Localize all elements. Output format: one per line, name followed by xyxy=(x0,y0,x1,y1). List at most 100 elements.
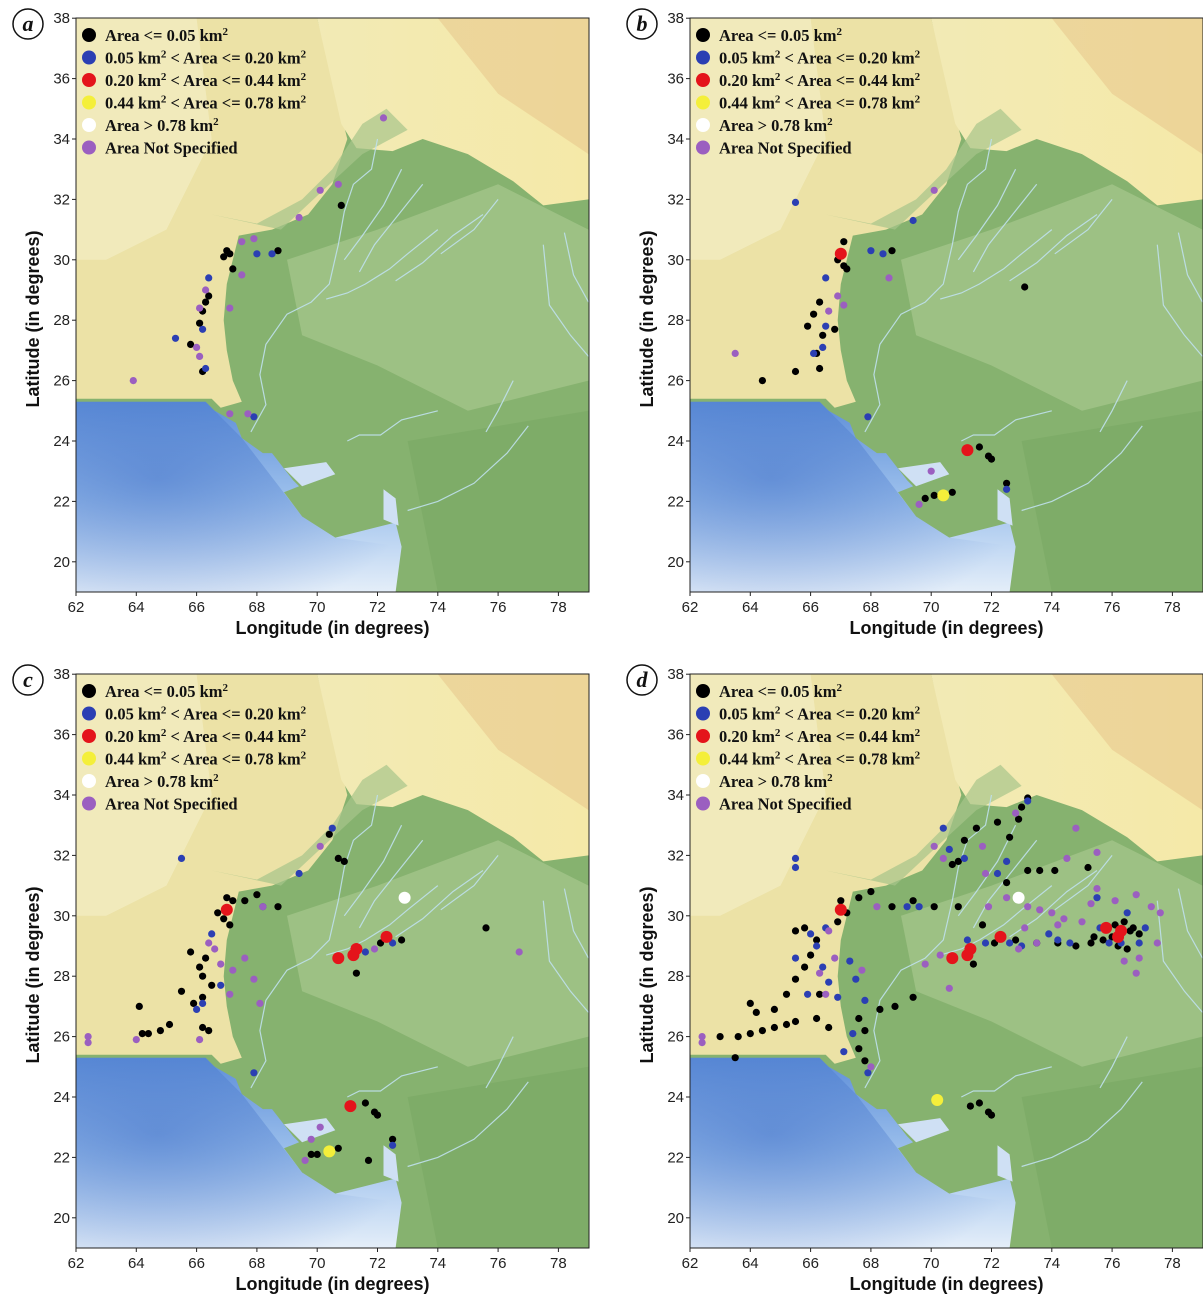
site-point-black xyxy=(352,969,360,977)
river-line xyxy=(542,244,589,357)
site-point-black xyxy=(199,993,207,1001)
foothills xyxy=(825,764,1022,886)
y-tick-label: 36 xyxy=(667,727,684,744)
site-point-black xyxy=(861,1057,869,1065)
site-point-black xyxy=(804,322,812,330)
site-point-black xyxy=(1036,866,1044,875)
y-tick-label: 38 xyxy=(53,10,70,27)
gulf-of-khambhat xyxy=(997,1145,1013,1182)
x-tick-label: 78 xyxy=(1164,1255,1181,1272)
site-point-purple xyxy=(1054,921,1062,929)
site-point-black xyxy=(816,298,824,306)
x-tick-label: 72 xyxy=(369,1255,386,1272)
legend-label: 0.05 km2 < Area <= 0.20 km2 xyxy=(105,705,307,724)
site-point-blue xyxy=(903,903,911,911)
site-point-purple xyxy=(831,954,839,962)
legend-marker xyxy=(696,73,710,87)
site-point-black xyxy=(398,936,406,944)
x-tick-label: 72 xyxy=(983,599,1000,616)
x-tick-label: 78 xyxy=(550,599,567,616)
site-point-black xyxy=(482,924,490,932)
site-point-purple xyxy=(316,1123,324,1131)
gulf-of-kutch xyxy=(284,462,336,487)
site-point-purple xyxy=(921,960,929,968)
x-tick-label: 76 xyxy=(490,1255,507,1272)
site-point-blue xyxy=(791,863,800,872)
river-line xyxy=(343,168,403,261)
y-tick-label: 34 xyxy=(53,787,70,804)
legend-marker xyxy=(696,729,710,743)
legend-label: Area <= 0.05 km2 xyxy=(719,682,843,701)
site-point-black xyxy=(888,903,896,911)
site-point-purple xyxy=(211,945,219,953)
site-point-purple xyxy=(226,304,234,312)
gulf-of-khambhat xyxy=(383,489,399,526)
site-point-blue xyxy=(268,250,276,258)
legend-label: 0.20 km2 < Area <= 0.44 km2 xyxy=(105,71,307,90)
site-point-purple xyxy=(930,842,938,850)
site-point-black xyxy=(226,921,234,929)
y-tick-label: 30 xyxy=(667,252,684,269)
y-tick-label: 20 xyxy=(667,554,684,571)
site-point-black xyxy=(855,894,863,902)
site-point-purple xyxy=(840,301,848,309)
site-points xyxy=(731,186,1029,508)
y-axis-label: Latitude (in degrees) xyxy=(637,230,657,407)
site-point-black xyxy=(716,1033,724,1041)
x-tick-label: 64 xyxy=(742,599,759,616)
site-point-blue xyxy=(864,413,872,421)
site-point-black xyxy=(253,891,261,899)
y-axis-label: Latitude (in degrees) xyxy=(23,886,43,1063)
river-line xyxy=(1054,199,1113,255)
site-point-blue xyxy=(822,322,830,330)
x-tick-label: 78 xyxy=(1164,599,1181,616)
plateau xyxy=(407,410,589,592)
legend: Area <= 0.05 km2 0.05 km2 < Area <= 0.20 … xyxy=(82,682,307,814)
legend-label: Area Not Specified xyxy=(105,139,238,158)
river-line xyxy=(1156,244,1203,357)
legend-label: 0.44 km2 < Area <= 0.78 km2 xyxy=(105,94,307,113)
site-point-red xyxy=(964,943,977,955)
foothills xyxy=(825,108,1022,230)
river-line xyxy=(358,183,424,273)
site-point-black xyxy=(325,830,333,838)
site-point-blue xyxy=(825,978,833,986)
site-point-black xyxy=(731,1054,739,1062)
site-point-purple xyxy=(316,186,324,194)
site-point-blue xyxy=(202,364,210,373)
site-point-purple xyxy=(515,948,523,956)
high-peaks xyxy=(437,674,589,811)
y-tick-label: 24 xyxy=(53,1089,70,1106)
site-point-black xyxy=(801,924,809,932)
site-point-purple xyxy=(202,286,210,294)
legend-label: Area <= 0.05 km2 xyxy=(719,26,843,45)
legend: Area <= 0.05 km2 0.05 km2 < Area <= 0.20 … xyxy=(696,26,921,158)
site-point-yellow xyxy=(323,1145,336,1158)
site-point-black xyxy=(861,1027,869,1035)
site-point-black xyxy=(770,1023,779,1032)
site-point-black xyxy=(165,1020,174,1029)
river-line xyxy=(563,888,589,959)
legend: Area <= 0.05 km2 0.05 km2 < Area <= 0.20 … xyxy=(696,682,921,814)
plateau-light xyxy=(690,18,826,260)
site-point-black xyxy=(223,894,231,902)
site-point-black xyxy=(825,1023,833,1032)
site-point-purple xyxy=(1120,957,1128,965)
river-line xyxy=(347,410,438,442)
site-point-purple xyxy=(816,969,824,977)
y-tick-label: 32 xyxy=(53,847,70,864)
legend-marker xyxy=(82,73,96,87)
river-line xyxy=(563,232,589,303)
y-tick-label: 24 xyxy=(53,433,70,450)
site-point-black xyxy=(752,1008,760,1017)
x-tick-label: 62 xyxy=(682,1255,699,1272)
site-point-red xyxy=(961,444,974,457)
site-point-blue xyxy=(328,824,336,832)
site-point-purple xyxy=(1003,894,1011,902)
site-point-purple xyxy=(1015,945,1023,953)
river-line xyxy=(957,168,1017,261)
legend-marker xyxy=(696,28,710,42)
site-point-blue xyxy=(993,869,1002,878)
site-point-black xyxy=(202,298,210,306)
site-point-purple xyxy=(981,869,990,878)
